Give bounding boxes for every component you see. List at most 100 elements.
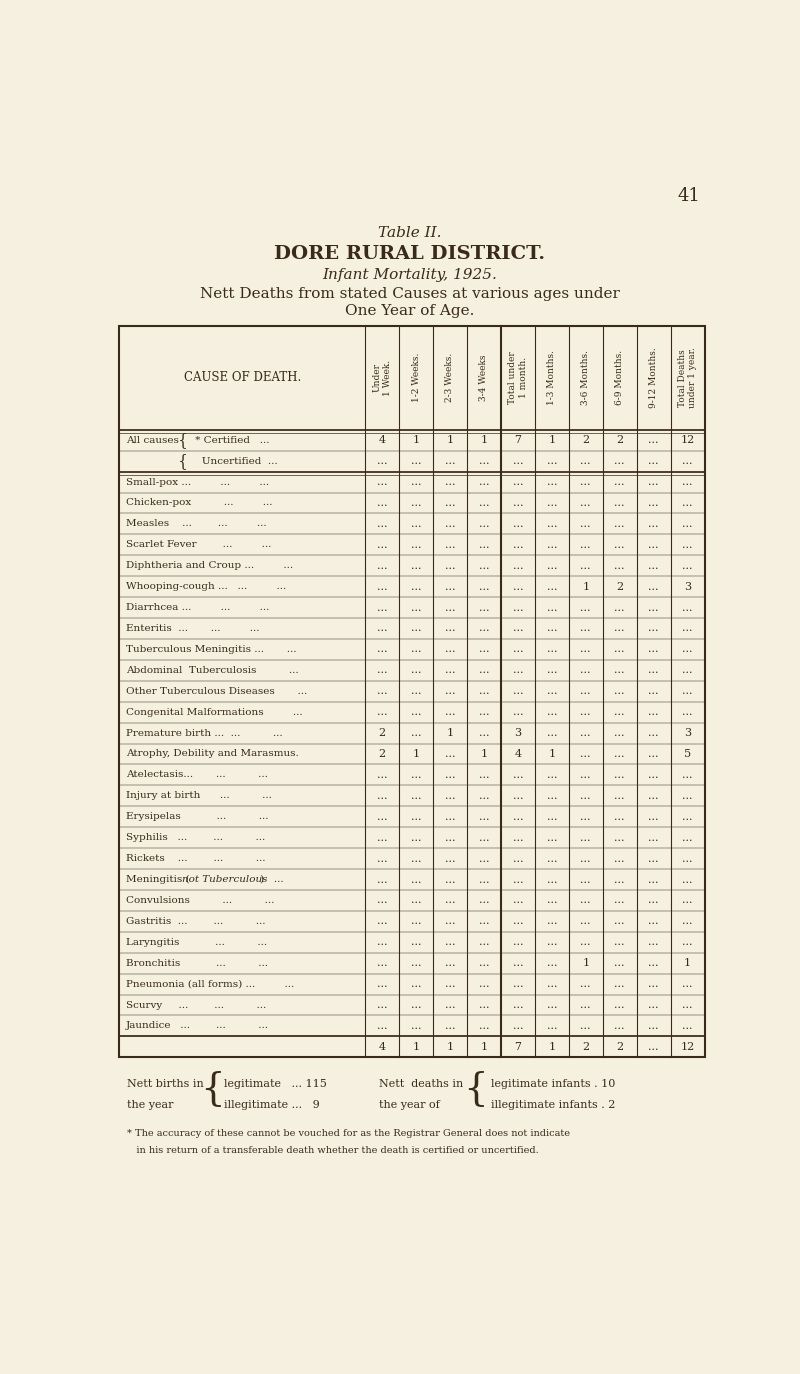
Text: ...: ... bbox=[513, 540, 523, 550]
Text: ...: ... bbox=[410, 624, 422, 633]
Text: ...: ... bbox=[410, 769, 422, 780]
Text: legitimate infants . 10: legitimate infants . 10 bbox=[491, 1079, 616, 1088]
Text: 2: 2 bbox=[378, 749, 386, 758]
Text: )   ...: ) ... bbox=[260, 875, 283, 883]
Text: ...: ... bbox=[648, 791, 659, 801]
Text: ...: ... bbox=[513, 624, 523, 633]
Text: Scarlet Fever        ...         ...: Scarlet Fever ... ... bbox=[126, 540, 271, 550]
Text: 1: 1 bbox=[413, 436, 419, 445]
Text: ...: ... bbox=[445, 708, 455, 717]
Text: ...: ... bbox=[445, 833, 455, 842]
Text: ...: ... bbox=[648, 1000, 659, 1010]
Text: ...: ... bbox=[648, 958, 659, 969]
Text: ...: ... bbox=[445, 1000, 455, 1010]
Text: ...: ... bbox=[682, 665, 693, 675]
Text: ...: ... bbox=[513, 769, 523, 780]
Text: ...: ... bbox=[513, 853, 523, 864]
Text: ...: ... bbox=[377, 581, 387, 592]
Text: {: { bbox=[178, 431, 188, 449]
Text: ...: ... bbox=[614, 769, 625, 780]
Text: ...: ... bbox=[410, 853, 422, 864]
Text: ...: ... bbox=[445, 1021, 455, 1030]
Text: ...: ... bbox=[478, 519, 489, 529]
Text: 1: 1 bbox=[548, 1041, 555, 1052]
Text: Measles    ...        ...         ...: Measles ... ... ... bbox=[126, 519, 266, 529]
Text: ...: ... bbox=[410, 603, 422, 613]
Text: ...: ... bbox=[648, 896, 659, 905]
Text: ...: ... bbox=[410, 497, 422, 508]
Text: ...: ... bbox=[614, 519, 625, 529]
Text: ...: ... bbox=[377, 853, 387, 864]
Text: ...: ... bbox=[581, 874, 591, 885]
Text: ...: ... bbox=[513, 686, 523, 697]
Text: ...: ... bbox=[445, 937, 455, 947]
Text: ...: ... bbox=[445, 519, 455, 529]
Text: 1: 1 bbox=[582, 958, 590, 969]
Text: ...: ... bbox=[648, 769, 659, 780]
Text: ...: ... bbox=[614, 728, 625, 738]
Text: illegitimate infants . 2: illegitimate infants . 2 bbox=[491, 1101, 616, 1110]
Text: ...: ... bbox=[682, 477, 693, 486]
Text: 2: 2 bbox=[616, 581, 623, 592]
Text: Nett Deaths from stated Causes at various ages under: Nett Deaths from stated Causes at variou… bbox=[200, 287, 620, 301]
Text: 7: 7 bbox=[514, 436, 522, 445]
Text: ...: ... bbox=[513, 519, 523, 529]
Text: ...: ... bbox=[410, 686, 422, 697]
Text: ...: ... bbox=[648, 749, 659, 758]
Text: 1: 1 bbox=[684, 958, 691, 969]
Text: {: { bbox=[200, 1072, 225, 1109]
Text: All causes: All causes bbox=[126, 436, 185, 445]
Text: ...: ... bbox=[377, 958, 387, 969]
Text: ...: ... bbox=[377, 519, 387, 529]
Text: ...: ... bbox=[377, 456, 387, 466]
Text: {: { bbox=[463, 1072, 488, 1109]
Text: Diphtheria and Croup ...         ...: Diphtheria and Croup ... ... bbox=[126, 561, 293, 570]
Text: 2: 2 bbox=[616, 436, 623, 445]
Text: ...: ... bbox=[478, 686, 489, 697]
Text: Abdominal  Tuberculosis          ...: Abdominal Tuberculosis ... bbox=[126, 666, 298, 675]
Text: ...: ... bbox=[445, 624, 455, 633]
Text: ...: ... bbox=[478, 980, 489, 989]
Text: Atrophy, Debility and Marasmus.: Atrophy, Debility and Marasmus. bbox=[126, 749, 298, 758]
Text: Bronchitis           ...          ...: Bronchitis ... ... bbox=[126, 959, 267, 967]
Text: 1-2 Weeks.: 1-2 Weeks. bbox=[411, 353, 421, 403]
Text: ...: ... bbox=[513, 665, 523, 675]
Text: ...: ... bbox=[581, 644, 591, 654]
Text: ...: ... bbox=[581, 1021, 591, 1030]
Text: ...: ... bbox=[581, 728, 591, 738]
Text: ...: ... bbox=[546, 874, 557, 885]
Text: ...: ... bbox=[682, 791, 693, 801]
Text: ...: ... bbox=[445, 958, 455, 969]
Text: ...: ... bbox=[581, 853, 591, 864]
Text: ...: ... bbox=[614, 644, 625, 654]
Text: ...: ... bbox=[410, 980, 422, 989]
Text: ...: ... bbox=[614, 896, 625, 905]
Text: ...: ... bbox=[614, 853, 625, 864]
Text: ...: ... bbox=[478, 958, 489, 969]
Text: ...: ... bbox=[648, 916, 659, 926]
Text: Congenital Malformations         ...: Congenital Malformations ... bbox=[126, 708, 302, 717]
Text: not Tuberculous: not Tuberculous bbox=[182, 875, 268, 883]
Text: Table II.: Table II. bbox=[378, 225, 442, 239]
Text: ...: ... bbox=[410, 708, 422, 717]
Text: ...: ... bbox=[445, 686, 455, 697]
Text: ...: ... bbox=[377, 540, 387, 550]
Text: 1: 1 bbox=[446, 436, 454, 445]
Text: Diarrhcea ...         ...         ...: Diarrhcea ... ... ... bbox=[126, 603, 269, 611]
Text: ...: ... bbox=[682, 497, 693, 508]
Text: ...: ... bbox=[513, 708, 523, 717]
Text: ...: ... bbox=[478, 477, 489, 486]
Text: ...: ... bbox=[410, 728, 422, 738]
Text: 3-6 Months.: 3-6 Months. bbox=[582, 350, 590, 405]
Text: ...: ... bbox=[478, 791, 489, 801]
Text: ...: ... bbox=[377, 624, 387, 633]
Text: ...: ... bbox=[546, 624, 557, 633]
Text: ...: ... bbox=[648, 708, 659, 717]
Text: 3-4 Weeks: 3-4 Weeks bbox=[479, 354, 489, 401]
Text: ...: ... bbox=[648, 581, 659, 592]
Text: ...: ... bbox=[377, 980, 387, 989]
Text: ...: ... bbox=[581, 1000, 591, 1010]
Text: ...: ... bbox=[581, 603, 591, 613]
Text: ...: ... bbox=[546, 980, 557, 989]
Text: 3: 3 bbox=[684, 728, 691, 738]
